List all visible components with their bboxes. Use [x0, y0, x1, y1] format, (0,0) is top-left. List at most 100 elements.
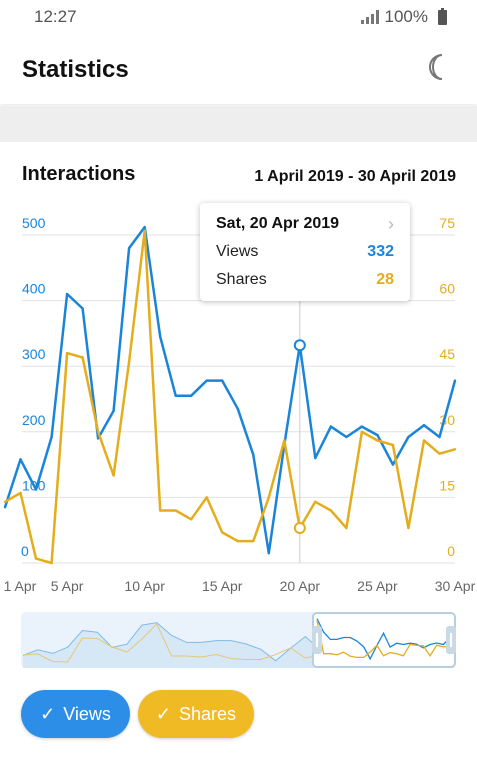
- views-point: [221, 379, 224, 382]
- views-point: [422, 424, 426, 427]
- views-point: [3, 506, 7, 509]
- views-point: [314, 456, 317, 460]
- shares-point: [329, 509, 333, 512]
- right-axis-tick: 75: [439, 215, 455, 231]
- page-title: Statistics: [22, 56, 129, 83]
- x-axis-tick: 30 Apr: [435, 578, 476, 594]
- status-right: 100%: [360, 7, 447, 27]
- views-point: [127, 246, 131, 250]
- x-axis-tick: 1 Apr: [4, 578, 37, 594]
- shares-point: [112, 474, 115, 477]
- views-point: [345, 435, 348, 439]
- x-axis-tick: 10 Apr: [124, 578, 165, 594]
- navigator-window-views-line: [316, 618, 451, 661]
- shares-point: [3, 500, 7, 503]
- views-toggle-label: Views: [63, 703, 111, 724]
- chevron-right-icon: ›: [388, 214, 394, 234]
- shares-series-line: [4, 229, 456, 565]
- shares-point: [221, 531, 224, 534]
- views-point: [158, 335, 162, 338]
- views-point: [360, 425, 364, 428]
- views-point: [19, 458, 22, 461]
- views-point: [50, 435, 53, 439]
- shares-point: [345, 526, 348, 530]
- right-axis-tick: 0: [447, 543, 455, 559]
- navigator-window-shares-line: [316, 619, 451, 659]
- shares-point: [360, 430, 364, 433]
- shares-point: [376, 439, 379, 442]
- status-time: 12:27: [34, 7, 77, 26]
- shares-point: [50, 561, 53, 565]
- shares-point: [407, 526, 410, 530]
- shares-toggle-chip[interactable]: ✓ Shares: [138, 690, 254, 738]
- check-icon: ✓: [155, 703, 172, 724]
- views-point: [81, 307, 84, 310]
- shares-point: [453, 448, 457, 451]
- views-point: [376, 433, 379, 437]
- status-bar: 12:27 100%: [0, 0, 477, 34]
- views-point: [236, 407, 239, 411]
- date-range[interactable]: 1 April 2019 - 30 April 2019: [254, 168, 456, 185]
- shares-point: [19, 491, 22, 495]
- shares-point: [236, 539, 239, 543]
- left-axis-tick: 200: [22, 412, 46, 428]
- views-point: [407, 435, 410, 439]
- views-point: [96, 437, 100, 440]
- views-point: [252, 453, 255, 456]
- tooltip-shares-label: Shares: [216, 271, 267, 288]
- tooltip-views-label: Views: [216, 243, 259, 260]
- x-axis-tick: 5 Apr: [51, 578, 84, 594]
- tooltip-views-value: 332: [367, 243, 394, 260]
- shares-point: [81, 356, 84, 359]
- views-point: [190, 394, 193, 397]
- shares-selected-point: [293, 522, 306, 535]
- shares-point: [127, 360, 131, 364]
- shares-point: [283, 439, 286, 442]
- left-axis-tick: 500: [22, 215, 46, 231]
- views-toggle-chip[interactable]: ✓ Views: [21, 690, 130, 738]
- app-bar: Statistics: [0, 34, 477, 104]
- shares-point: [438, 452, 441, 455]
- views-point: [267, 551, 270, 555]
- divider-band: [0, 106, 477, 142]
- check-icon: ✓: [40, 703, 56, 724]
- views-selected-point: [293, 339, 306, 352]
- shares-toggle-label: Shares: [179, 703, 237, 724]
- card-title: Interactions: [22, 163, 136, 185]
- shares-point: [158, 509, 162, 512]
- shares-point: [65, 351, 69, 355]
- right-axis-tick: 60: [439, 281, 455, 297]
- left-axis-tick: 0: [21, 543, 29, 559]
- views-point: [174, 394, 177, 397]
- views-point: [34, 488, 38, 491]
- shares-point: [422, 439, 426, 442]
- views-point: [391, 463, 395, 466]
- shares-point: [267, 496, 270, 499]
- views-point: [438, 435, 441, 439]
- moon-icon[interactable]: [425, 52, 455, 82]
- battery-icon: [438, 7, 447, 25]
- right-axis-tick: 45: [439, 346, 455, 362]
- battery-percent: 100%: [384, 7, 428, 26]
- tooltip-date: Sat, 20 Apr 2019: [216, 215, 340, 232]
- shares-point: [190, 518, 193, 521]
- x-axis-tick: 20 Apr: [280, 578, 321, 594]
- x-axis-tick: 15 Apr: [202, 578, 243, 594]
- shares-point: [143, 229, 146, 232]
- views-point: [329, 425, 333, 428]
- shares-point: [34, 557, 38, 560]
- views-point: [453, 379, 457, 382]
- right-axis-tick: 15: [439, 477, 455, 493]
- left-axis-tick: 400: [22, 281, 46, 297]
- left-axis-tick: 300: [22, 346, 46, 362]
- chart-tooltip[interactable]: Sat, 20 Apr 2019 › Views 332 Shares 28: [200, 203, 410, 301]
- views-point: [112, 409, 115, 413]
- views-point: [143, 225, 146, 229]
- range-navigator[interactable]: [21, 612, 456, 668]
- shares-point: [96, 430, 100, 433]
- shares-point: [174, 509, 177, 512]
- views-point: [205, 379, 208, 382]
- tooltip-shares-value: 28: [376, 271, 394, 288]
- views-point: [65, 292, 69, 296]
- x-axis-tick: 25 Apr: [357, 578, 398, 594]
